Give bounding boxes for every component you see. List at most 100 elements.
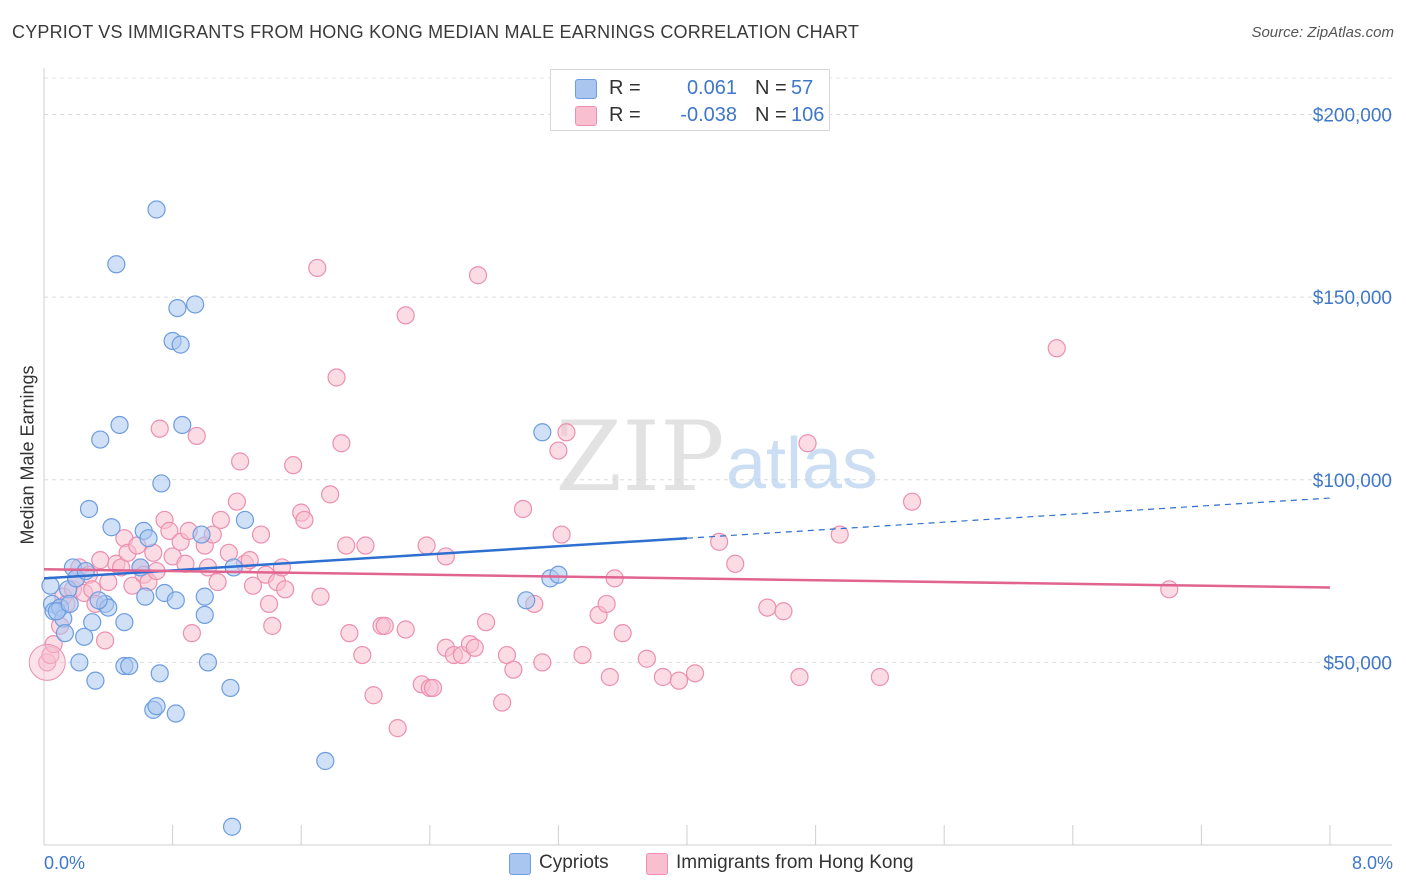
- data-point-cypriot: [147, 200, 166, 219]
- y-tick-label: $150,000: [1313, 288, 1392, 309]
- data-point-cypriot: [41, 576, 60, 595]
- data-point-cypriot: [152, 474, 171, 493]
- data-point-cypriot: [549, 565, 568, 584]
- legend-r-label: R =: [609, 77, 641, 99]
- data-point-hong-kong: [552, 525, 571, 544]
- axes: [43, 68, 1392, 846]
- gridlines: [44, 77, 1392, 663]
- data-point-cypriot: [171, 335, 190, 354]
- data-point-hong-kong: [388, 719, 407, 738]
- data-point-cypriot: [120, 656, 139, 676]
- legend-swatch-cypriots: [509, 853, 531, 875]
- data-point-hong-kong: [28, 643, 66, 681]
- legend-swatch-hong-kong: [575, 106, 597, 126]
- data-point-cypriot: [168, 299, 187, 318]
- data-point-cypriot: [517, 591, 536, 610]
- data-point-hong-kong: [465, 638, 484, 657]
- y-tick-label: $100,000: [1313, 471, 1392, 492]
- tick-labels: $50,000 $100,000 $150,000 $200,000 0.0% 8.0%: [44, 106, 1393, 873]
- data-point-hong-kong: [231, 452, 250, 471]
- data-point-cypriot: [107, 255, 126, 274]
- data-point-cypriot: [235, 510, 255, 530]
- series-legend: Cypriots Immigrants from Hong Kong: [0, 851, 1406, 879]
- data-point-hong-kong: [902, 492, 922, 511]
- data-point-cypriot: [150, 664, 169, 683]
- watermark: ZIP atlas: [555, 401, 878, 513]
- data-point-cypriot: [195, 605, 214, 625]
- data-point-cypriot: [139, 529, 158, 548]
- watermark-atlas: atlas: [726, 424, 878, 504]
- trend-lines: [43, 497, 1331, 589]
- legend-n-value: 57: [791, 77, 814, 99]
- data-point-hong-kong: [436, 547, 455, 566]
- data-point-hong-kong: [573, 645, 592, 665]
- data-point-hong-kong: [263, 616, 282, 635]
- data-point-hong-kong: [504, 660, 523, 679]
- data-point-hong-kong: [356, 536, 375, 555]
- data-point-hong-kong: [208, 572, 227, 592]
- data-point-hong-kong: [308, 258, 327, 278]
- legend-n-value: 106: [791, 104, 825, 126]
- data-point-hong-kong: [1047, 339, 1066, 358]
- data-point-hong-kong: [276, 580, 295, 599]
- data-point-hong-kong: [669, 671, 689, 690]
- watermark-zip: ZIP: [555, 401, 724, 513]
- data-point-hong-kong: [211, 510, 230, 530]
- data-point-hong-kong: [637, 649, 656, 668]
- data-point-cypriot: [221, 678, 240, 698]
- legend-r-label: R =: [609, 104, 641, 126]
- data-point-hong-kong: [726, 554, 745, 573]
- data-point-hong-kong: [91, 551, 110, 570]
- data-point-hong-kong: [150, 419, 169, 438]
- data-point-cypriot: [533, 423, 552, 442]
- chart-title: CYPRIOT VS IMMIGRANTS FROM HONG KONG MED…: [12, 22, 860, 42]
- data-point-cypriot: [192, 525, 211, 544]
- data-point-hong-kong: [1160, 580, 1179, 599]
- data-point-hong-kong: [160, 521, 179, 540]
- data-point-hong-kong: [417, 536, 436, 555]
- data-point-hong-kong: [311, 587, 330, 606]
- y-tick-label: $50,000: [1323, 653, 1392, 674]
- data-point-hong-kong: [182, 624, 201, 643]
- data-point-cypriot: [115, 613, 134, 632]
- data-point-cypriot: [110, 415, 129, 435]
- data-point-hong-kong: [332, 434, 351, 453]
- data-point-cypriot: [166, 704, 185, 723]
- legend-swatch-hong-kong: [646, 853, 668, 875]
- x-tick-label: 0.0%: [44, 853, 85, 873]
- data-point-hong-kong: [774, 602, 793, 621]
- data-point-hong-kong: [557, 423, 576, 442]
- series-cypriots: [41, 200, 568, 836]
- legend-swatch-cypriots: [575, 79, 597, 99]
- data-point-hong-kong: [396, 306, 415, 325]
- data-point-cypriot: [55, 624, 74, 643]
- data-point-hong-kong: [870, 667, 890, 687]
- data-point-hong-kong: [597, 594, 616, 614]
- data-point-hong-kong: [685, 664, 705, 683]
- data-point-cypriot: [195, 587, 214, 606]
- data-point-cypriot: [136, 587, 155, 606]
- data-point-cypriot: [173, 415, 192, 435]
- data-point-hong-kong: [364, 686, 383, 705]
- data-point-hong-kong: [337, 536, 356, 555]
- data-point-hong-kong: [798, 434, 817, 453]
- data-point-hong-kong: [295, 510, 314, 530]
- data-point-cypriot: [198, 653, 218, 672]
- data-point-hong-kong: [513, 499, 533, 519]
- legend-r-value: -0.038: [680, 104, 737, 126]
- data-point-cypriot: [102, 518, 121, 537]
- data-point-hong-kong: [321, 485, 340, 504]
- legend-n-label: N =: [755, 77, 787, 99]
- trend-line-cypriots-extension: [686, 497, 1331, 539]
- data-point-cypriot: [186, 295, 205, 314]
- data-point-hong-kong: [468, 266, 488, 285]
- data-point-cypriot: [83, 613, 102, 632]
- data-point-hong-kong: [653, 667, 672, 687]
- data-point-hong-kong: [327, 368, 346, 387]
- data-point-hong-kong: [340, 624, 359, 643]
- data-point-hong-kong: [227, 492, 246, 511]
- x-tick-label: 8.0%: [1352, 853, 1393, 873]
- data-point-hong-kong: [99, 572, 118, 592]
- data-point-cypriot: [70, 653, 89, 672]
- data-point-cypriot: [91, 430, 110, 449]
